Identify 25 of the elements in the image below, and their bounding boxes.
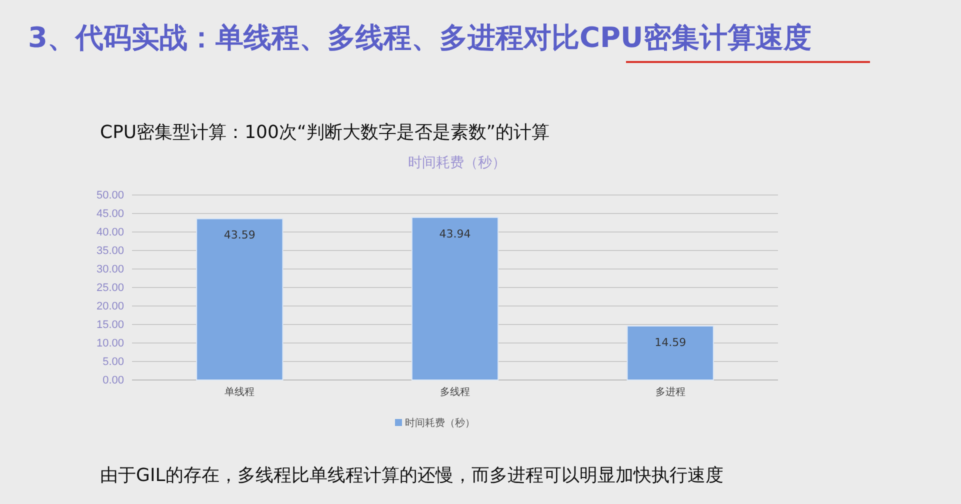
data-label: 14.59 — [654, 336, 686, 350]
y-tick-label: 15.00 — [96, 319, 124, 332]
y-tick-label: 10.00 — [96, 338, 124, 350]
y-tick-label: 5.00 — [102, 356, 124, 368]
y-tick-label: 40.00 — [96, 226, 124, 239]
data-label: 43.94 — [439, 227, 471, 240]
x-tick-label: 多线程 — [440, 386, 470, 398]
y-tick-label: 0.00 — [102, 374, 124, 387]
chart-title: 时间耗费（秒） — [408, 155, 506, 171]
data-label: 43.59 — [224, 228, 256, 242]
y-tick-label: 50.00 — [96, 190, 124, 202]
bar — [411, 216, 499, 380]
text: CPU密集型计算：100次“判断大数字是否是素数”的计算 — [100, 122, 550, 143]
x-tick-label: 单线程 — [224, 386, 255, 398]
x-tick-label: 多进程 — [655, 386, 686, 398]
y-tick-label: 35.00 — [96, 245, 124, 258]
y-tick-label: 30.00 — [96, 264, 124, 276]
text: 3、代码实战：单线程、多线程、多进程对比CPU密集计算速度 — [28, 21, 812, 54]
bar — [626, 326, 714, 380]
y-tick-label: 25.00 — [96, 282, 124, 294]
y-tick-label: 45.00 — [96, 208, 124, 220]
text: 由于GIL的存在，多线程比单线程计算的还慢，而多进程可以明显加快执行速度 — [100, 465, 724, 486]
y-tick-label: 20.00 — [96, 300, 124, 313]
bar — [196, 218, 284, 380]
legend-label: 时间耗费（秒） — [405, 417, 475, 429]
